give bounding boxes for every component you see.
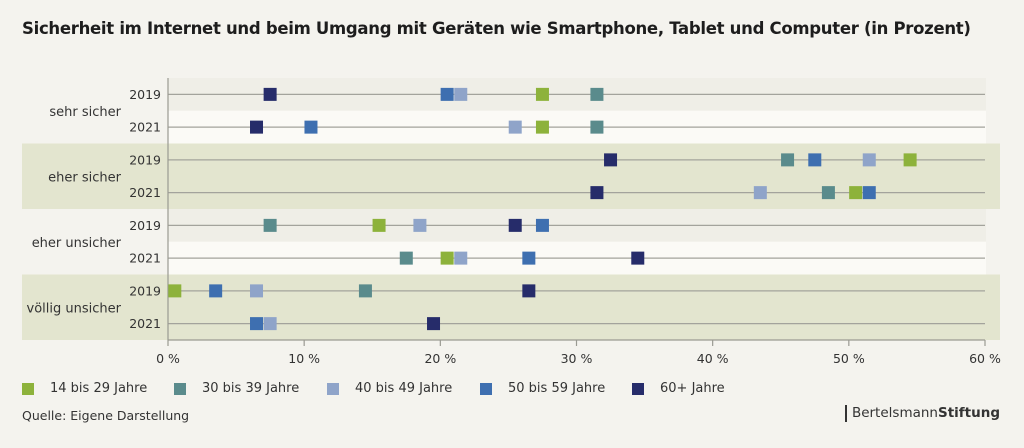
x-tick-label: 40 % [697, 351, 729, 366]
data-point [440, 251, 454, 265]
data-point [399, 251, 413, 265]
brand-bold: Stiftung [937, 405, 1000, 421]
data-point [358, 284, 372, 298]
data-point [590, 120, 604, 134]
data-point [862, 186, 876, 200]
data-point [590, 186, 604, 200]
data-point [508, 120, 522, 134]
data-point [250, 284, 264, 298]
legend-swatch [22, 382, 34, 395]
data-point [250, 120, 264, 134]
data-point [604, 153, 618, 167]
data-point [522, 251, 536, 265]
data-point [263, 218, 277, 232]
legend-label: 30 bis 39 Jahre [202, 381, 300, 396]
legend-item: 40 bis 49 Jahre [327, 381, 452, 396]
year-label: 2019 [129, 218, 161, 233]
data-point [263, 317, 277, 331]
data-point [263, 87, 277, 101]
legend-label: 40 bis 49 Jahre [355, 381, 453, 396]
data-point [862, 153, 876, 167]
data-point [508, 218, 522, 232]
legend-label: 60+ Jahre [660, 381, 725, 396]
year-label: 2019 [129, 87, 161, 102]
year-label: 2021 [129, 185, 161, 200]
data-point [304, 120, 318, 134]
group-band [22, 143, 1000, 209]
x-tick-label: 10 % [288, 351, 320, 366]
legend-label: 14 bis 29 Jahre [50, 381, 148, 396]
data-point [372, 218, 386, 232]
year-label: 2019 [129, 152, 161, 167]
legend-swatch [632, 382, 644, 395]
data-point [821, 186, 835, 200]
data-point [427, 317, 441, 331]
data-point [903, 153, 917, 167]
data-point [590, 87, 604, 101]
data-point [454, 251, 468, 265]
data-point [631, 251, 645, 265]
year-label: 2021 [129, 120, 161, 135]
data-point [522, 284, 536, 298]
brand-regular: Bertelsmann [851, 405, 938, 421]
group-label: eher unsicher [32, 236, 122, 251]
data-point [535, 87, 549, 101]
legend-item: 50 bis 59 Jahre [480, 381, 605, 396]
legend-swatch [327, 382, 339, 395]
chart-title: Sicherheit im Internet und beim Umgang m… [22, 19, 971, 38]
year-label: 2019 [129, 283, 161, 298]
legend-item: 60+ Jahre [632, 381, 725, 396]
data-point [781, 153, 795, 167]
data-point [209, 284, 223, 298]
x-tick-label: 20 % [424, 351, 456, 366]
legend-item: 30 bis 39 Jahre [174, 381, 299, 396]
brand-logo: BertelsmannStiftung [844, 405, 1000, 422]
data-point [413, 218, 427, 232]
data-point [535, 218, 549, 232]
group-band [22, 274, 1000, 340]
x-tick-label: 30 % [561, 351, 593, 366]
data-point [440, 87, 454, 101]
year-label: 2021 [129, 316, 161, 331]
data-point [808, 153, 822, 167]
data-point [168, 284, 182, 298]
data-point [454, 87, 468, 101]
group-label: völlig unsicher [27, 301, 122, 316]
group-label: sehr sicher [49, 105, 121, 120]
group-label: eher sicher [48, 170, 121, 185]
legend-swatch [480, 382, 492, 395]
x-tick-label: 0 % [156, 351, 180, 366]
legend-label: 50 bis 59 Jahre [508, 381, 606, 396]
year-label: 2021 [129, 251, 161, 266]
x-tick-label: 60 % [969, 351, 1001, 366]
source-note: Quelle: Eigene Darstellung [22, 408, 190, 423]
data-point [535, 120, 549, 134]
data-point [250, 317, 264, 331]
data-point [849, 186, 863, 200]
data-point [753, 186, 767, 200]
x-tick-label: 50 % [833, 351, 865, 366]
legend-item: 14 bis 29 Jahre [22, 381, 147, 396]
legend-swatch [174, 382, 186, 395]
